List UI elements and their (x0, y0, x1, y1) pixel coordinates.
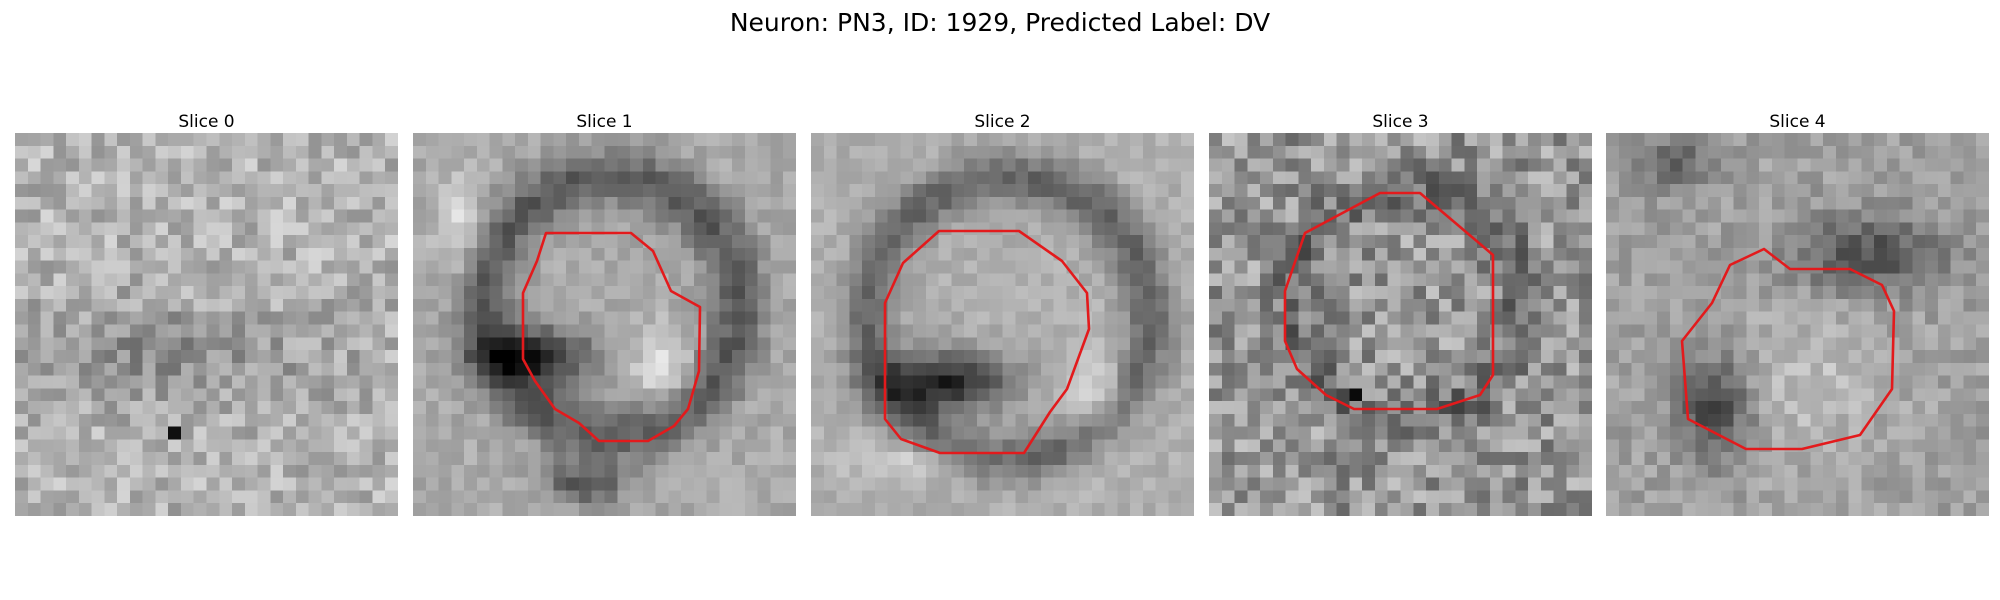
slice-title: Slice 0 (178, 112, 235, 132)
figure-title: Neuron: PN3, ID: 1929, Predicted Label: … (729, 8, 1271, 37)
contour-overlay (1680, 247, 1896, 451)
roi-contour (883, 229, 1091, 455)
roi-contour (1283, 191, 1495, 411)
contour-overlay (883, 229, 1091, 455)
slice-panel-4: Slice 4 (1606, 112, 1989, 516)
slice-panel-1: Slice 1 (413, 112, 796, 516)
slice-title: Slice 2 (974, 112, 1031, 132)
slice-image (413, 133, 796, 516)
slice-panel-3: Slice 3 (1209, 112, 1592, 516)
slice-title: Slice 4 (1769, 112, 1826, 132)
slice-image (1606, 133, 1989, 516)
contour-overlay (1283, 191, 1495, 411)
slice-panel-0: Slice 0 (15, 112, 398, 516)
contour-overlay (521, 231, 702, 443)
slice-title: Slice 3 (1372, 112, 1429, 132)
slice-panel-2: Slice 2 (811, 112, 1194, 516)
slice-title: Slice 1 (576, 112, 633, 132)
roi-contour (521, 231, 702, 443)
roi-contour (1680, 247, 1896, 451)
slice-image (1209, 133, 1592, 516)
slice-image (15, 133, 398, 516)
